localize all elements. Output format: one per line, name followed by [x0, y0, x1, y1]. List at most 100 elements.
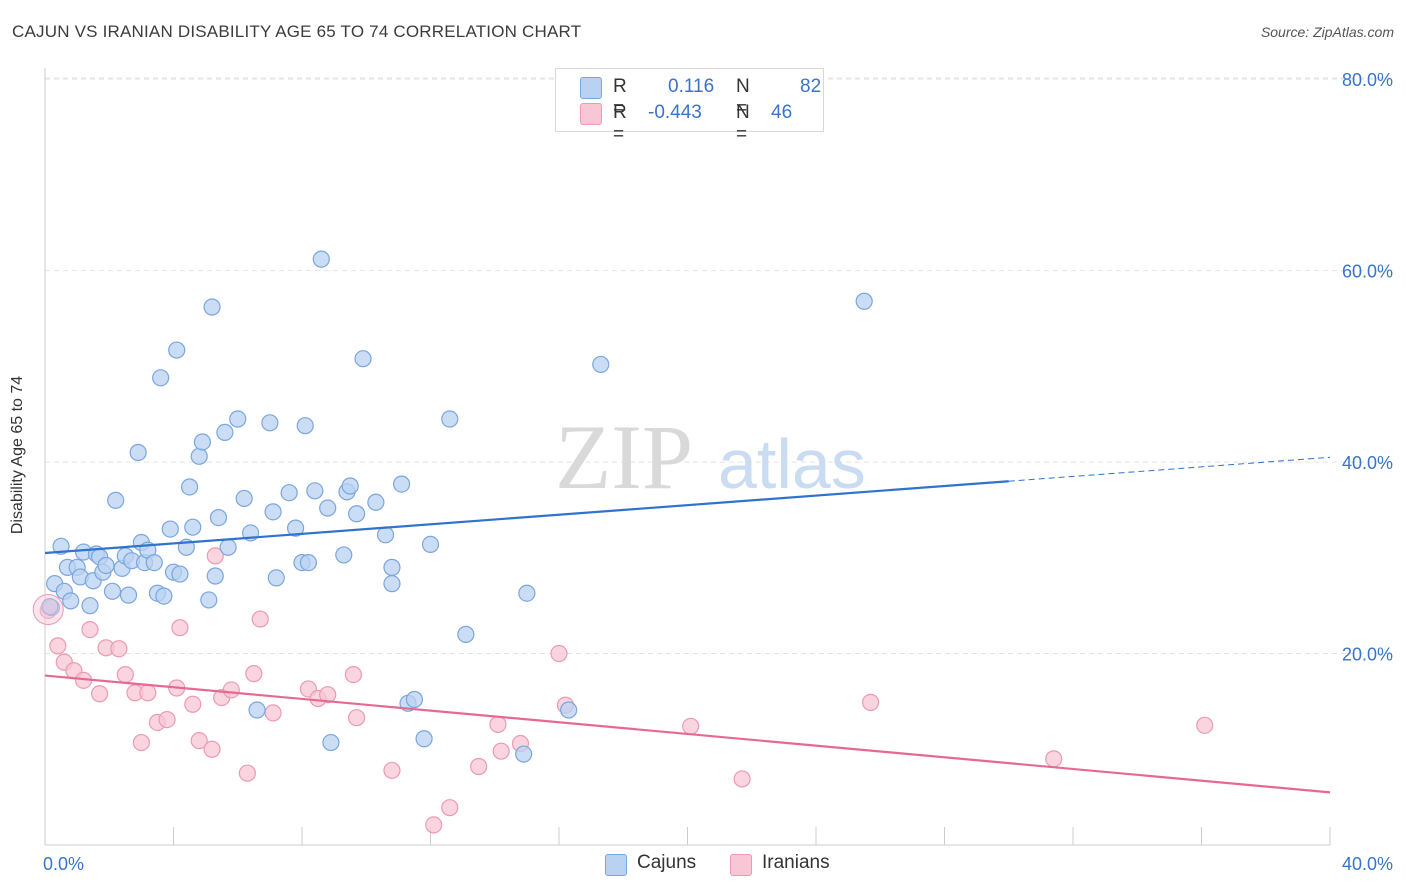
x-tick-label: 40.0% — [1342, 854, 1393, 874]
cajun-point — [206, 567, 224, 585]
cajun-point — [119, 586, 138, 604]
iranian-point — [49, 637, 67, 655]
cajun-trend-extension — [1008, 456, 1331, 482]
legend-n-value: 46 — [771, 102, 793, 123]
cajun-point — [306, 482, 324, 500]
cajun-point — [264, 503, 282, 521]
cajun-point — [261, 414, 279, 432]
cajun-point — [171, 565, 189, 583]
cajun-point — [441, 410, 459, 428]
legend-r-label: R = — [613, 102, 627, 145]
iranian-point — [383, 761, 401, 779]
cajun-point — [376, 526, 395, 544]
iranian-point — [132, 733, 150, 752]
iranian-point — [238, 764, 256, 782]
cajun-point — [267, 569, 285, 587]
cajun-point — [341, 477, 359, 495]
cajun-point — [415, 730, 433, 748]
iranian-trend-line — [44, 674, 1331, 794]
legend-r-label: R = — [613, 76, 627, 119]
iranian-point — [32, 594, 64, 625]
iranian-point — [470, 757, 488, 776]
cajun-point — [41, 598, 59, 616]
iranian-point — [682, 717, 700, 735]
legend-n-label: N = — [736, 102, 750, 145]
cajun-point — [518, 584, 536, 602]
iranian-point — [251, 610, 269, 628]
cajun-point — [219, 538, 237, 556]
cajun-point — [216, 423, 234, 441]
cajun-swatch — [605, 854, 627, 876]
iranian-point — [264, 704, 282, 722]
y-tick-label: 20.0% — [1342, 645, 1393, 665]
cajun-point — [62, 592, 80, 610]
cajun-point — [184, 518, 202, 536]
cajun-point — [421, 535, 440, 554]
iranian-point — [116, 665, 134, 684]
iranian-point — [110, 640, 128, 658]
iranian-point — [206, 547, 224, 565]
cajun-point — [129, 443, 147, 462]
cajun-point — [52, 537, 70, 555]
legend-r-value: -0.443 — [648, 102, 702, 123]
watermark-atlas: atlas — [718, 425, 866, 503]
cajun-point — [299, 553, 318, 572]
cajun-point — [855, 292, 873, 310]
cajun-point — [383, 558, 401, 576]
legend-n-value: 82 — [800, 76, 822, 97]
cajun-point — [319, 499, 337, 517]
cajun-point — [97, 556, 115, 575]
iranian-point — [139, 684, 157, 702]
cajun-swatch — [580, 77, 602, 99]
tick-labels: 20.0% 40.0% 60.0% 80.0% 0.0% 40.0% — [43, 70, 1393, 874]
x-tick-label: 0.0% — [43, 854, 84, 874]
cajun-point — [367, 493, 385, 511]
iranian-point — [733, 770, 751, 788]
cajun-trend-line — [44, 480, 1009, 555]
cajun-point — [190, 447, 208, 465]
trend-lines — [44, 456, 1331, 794]
iranian-point — [862, 693, 880, 711]
cajun-point — [161, 520, 179, 538]
watermark-zip: ZIP — [555, 406, 693, 508]
cajun-point — [145, 553, 163, 572]
cajun-point — [560, 701, 578, 719]
legend-r-value: 0.116 — [668, 76, 715, 97]
iranian-point — [184, 695, 202, 713]
bottom-legend-cajuns-label: Cajuns — [637, 852, 697, 873]
cajun-point — [81, 597, 99, 615]
cajun-point — [457, 625, 475, 643]
cajun-point — [354, 350, 372, 368]
iranian-point — [344, 665, 362, 684]
cajun-point — [180, 478, 199, 496]
cajun-point — [203, 298, 221, 316]
cajun-point — [155, 587, 173, 605]
correlation-legend: R = 0.116 N = 82 R = -0.443 N = 46 — [555, 68, 824, 145]
iranian-swatch — [730, 854, 752, 876]
iranian-point — [492, 742, 510, 760]
iranian-point — [203, 740, 221, 758]
cajun-point — [312, 250, 330, 268]
cajun-point — [103, 582, 122, 600]
cajun-point — [592, 355, 610, 374]
cajun-point — [193, 433, 212, 451]
cajun-point — [296, 417, 314, 435]
cajun-point — [348, 505, 366, 523]
y-tick-label: 60.0% — [1342, 262, 1393, 282]
legend-n-label: N = — [736, 76, 750, 119]
cajun-point — [229, 410, 247, 428]
cajun-point — [200, 591, 218, 609]
cajun-point — [152, 369, 170, 387]
iranian-point — [190, 732, 208, 750]
iranian-point — [222, 681, 240, 699]
points — [32, 250, 1214, 834]
chart-title: CAJUN VS IRANIAN DISABILITY AGE 65 TO 74… — [12, 22, 582, 41]
watermark: ZIP atlas — [555, 406, 866, 508]
iranian-point — [441, 799, 459, 817]
y-tick-label: 80.0% — [1342, 70, 1393, 90]
cajun-point — [286, 519, 305, 537]
grid-lines — [45, 77, 1395, 655]
cajun-point — [235, 489, 253, 508]
bottom-legend-iranians-label: Iranians — [762, 852, 830, 873]
